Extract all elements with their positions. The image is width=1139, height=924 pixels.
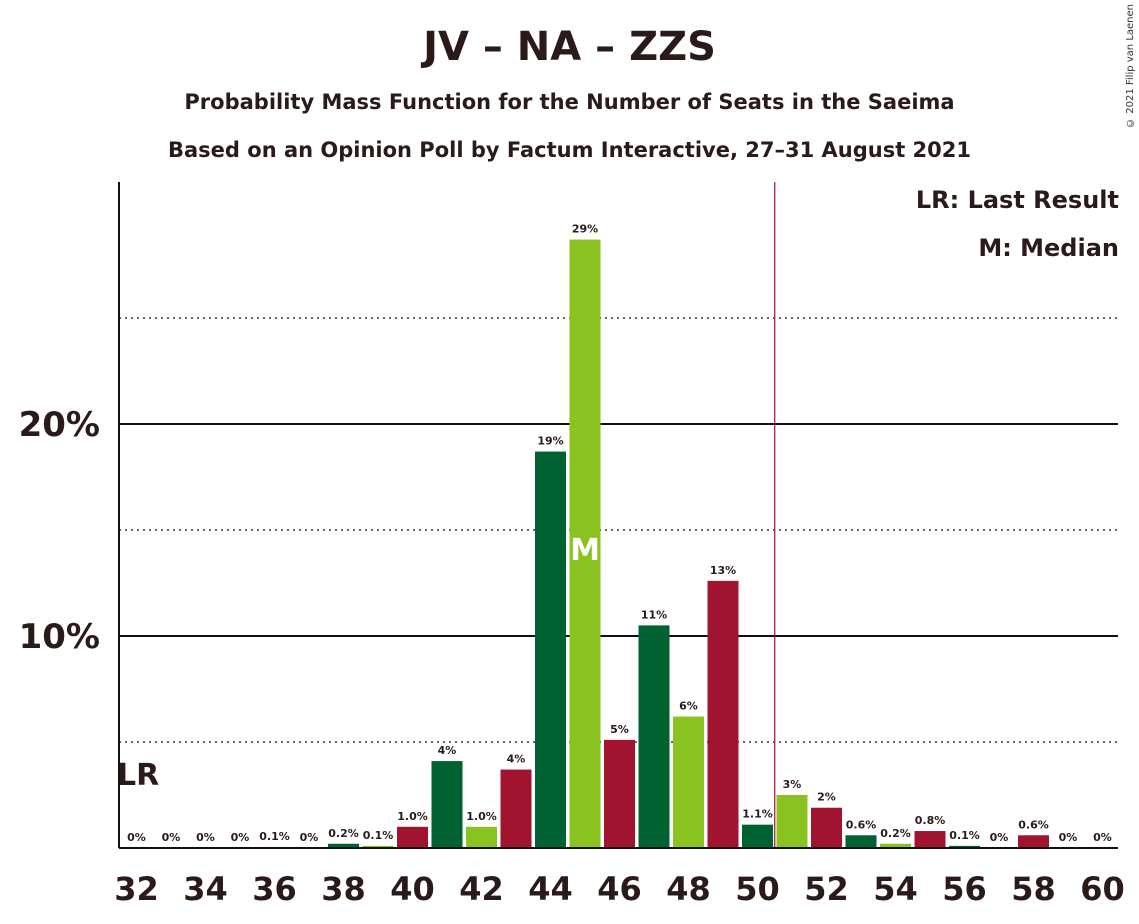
data-label-seat-33: 0% bbox=[162, 831, 181, 844]
data-label-seat-53: 0.6% bbox=[846, 818, 877, 831]
bar-seat-51 bbox=[776, 795, 808, 848]
x-tick-label: 42 bbox=[459, 870, 504, 908]
x-tick-label: 52 bbox=[804, 870, 849, 908]
data-label-seat-59: 0% bbox=[1059, 831, 1078, 844]
data-label-seat-60: 0% bbox=[1093, 831, 1112, 844]
data-label-seat-52: 2% bbox=[817, 791, 836, 804]
data-label-seat-50: 1.1% bbox=[742, 808, 773, 821]
data-label-seat-43: 4% bbox=[507, 753, 526, 766]
x-tick-label: 56 bbox=[942, 870, 987, 908]
x-tick-label: 48 bbox=[666, 870, 711, 908]
x-tick-label: 50 bbox=[735, 870, 780, 908]
bar-seat-47 bbox=[638, 625, 670, 848]
x-tick-label: 36 bbox=[252, 870, 297, 908]
data-label-seat-51: 3% bbox=[783, 778, 802, 791]
bar-seat-44 bbox=[535, 451, 566, 848]
data-label-seat-57: 0% bbox=[990, 831, 1009, 844]
x-tick-label: 40 bbox=[390, 870, 435, 908]
data-label-seat-34: 0% bbox=[196, 831, 215, 844]
data-label-seat-46: 5% bbox=[610, 723, 629, 736]
bar-seat-49 bbox=[707, 580, 739, 848]
x-tick-label: 60 bbox=[1080, 870, 1125, 908]
bar-seat-48 bbox=[673, 716, 704, 848]
data-label-seat-55: 0.8% bbox=[915, 814, 946, 827]
legend-median: M: Median bbox=[978, 234, 1119, 262]
data-label-seat-49: 13% bbox=[710, 564, 736, 577]
data-label-seat-42: 1.0% bbox=[466, 810, 497, 823]
data-label-seat-40: 1.0% bbox=[397, 810, 428, 823]
bar-seat-50 bbox=[742, 824, 773, 848]
x-tick-label: 58 bbox=[1011, 870, 1056, 908]
bar-seat-38 bbox=[328, 843, 359, 848]
data-label-seat-44: 19% bbox=[537, 435, 563, 448]
last-result-marker: LR bbox=[117, 758, 159, 793]
x-tick-label: 38 bbox=[321, 870, 366, 908]
y-tick-label: 20% bbox=[19, 405, 100, 445]
bar-seat-55 bbox=[914, 831, 946, 848]
data-label-seat-48: 6% bbox=[679, 700, 698, 713]
data-label-seat-35: 0% bbox=[231, 831, 250, 844]
data-label-seat-54: 0.2% bbox=[880, 827, 911, 840]
data-label-seat-39: 0.1% bbox=[363, 829, 394, 842]
bar-seat-54 bbox=[880, 843, 911, 848]
x-tick-label: 54 bbox=[873, 870, 918, 908]
bar-seat-39 bbox=[362, 845, 394, 848]
chart-subtitle: Probability Mass Function for the Number… bbox=[184, 90, 955, 114]
data-label-seat-45: 29% bbox=[572, 223, 598, 236]
x-tick-label: 44 bbox=[528, 870, 573, 908]
bar-seat-45 bbox=[569, 239, 601, 848]
bar-seat-52 bbox=[811, 807, 842, 848]
x-tick-label: 46 bbox=[597, 870, 642, 908]
median-marker: M bbox=[570, 533, 600, 568]
chart-subtitle-source: Based on an Opinion Poll by Factum Inter… bbox=[168, 138, 971, 162]
bar-seat-58 bbox=[1018, 835, 1049, 848]
bar-seat-46 bbox=[604, 739, 635, 848]
bar-seat-56 bbox=[949, 845, 980, 848]
x-tick-label: 34 bbox=[183, 870, 228, 908]
data-label-seat-37: 0% bbox=[300, 831, 319, 844]
data-label-seat-36: 0.1% bbox=[259, 830, 290, 843]
bar-seat-43 bbox=[500, 769, 532, 848]
bar-seat-53 bbox=[845, 835, 877, 848]
y-tick-label: 10% bbox=[19, 617, 100, 657]
data-label-seat-47: 11% bbox=[641, 608, 667, 621]
data-label-seat-38: 0.2% bbox=[328, 827, 359, 840]
data-label-seat-32: 0% bbox=[127, 831, 146, 844]
x-tick-label: 32 bbox=[114, 870, 159, 908]
data-label-seat-58: 0.6% bbox=[1018, 818, 1049, 831]
legend-last-result: LR: Last Result bbox=[915, 186, 1119, 214]
bar-seat-41 bbox=[431, 761, 463, 848]
bar-seat-42 bbox=[466, 826, 497, 848]
bar-seat-40 bbox=[397, 826, 428, 848]
data-label-seat-56: 0.1% bbox=[949, 829, 980, 842]
data-label-seat-41: 4% bbox=[438, 744, 457, 757]
chart-title: JV – NA – ZZS bbox=[423, 24, 716, 70]
